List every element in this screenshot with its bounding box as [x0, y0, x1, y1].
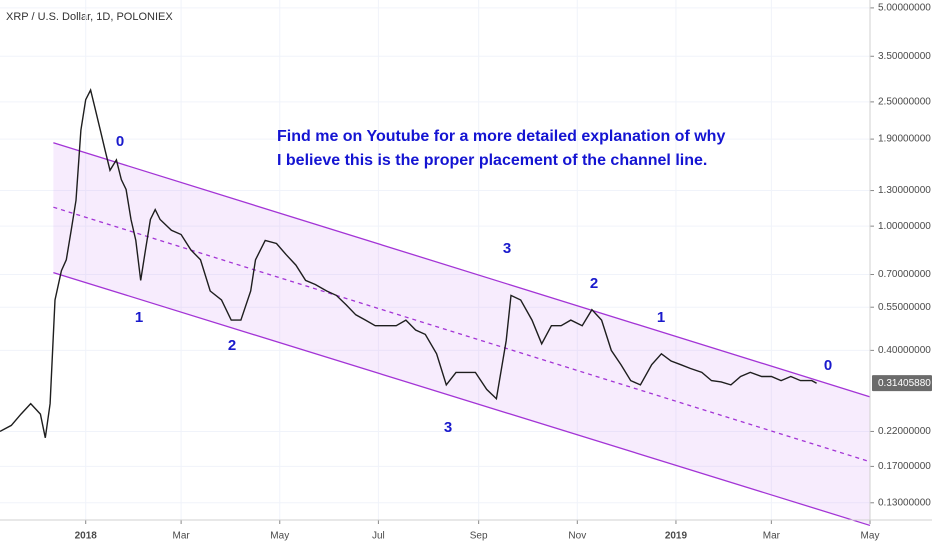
- wave-label: 0: [824, 357, 832, 374]
- channel-line: [53, 142, 871, 398]
- x-tick-label: 2019: [665, 531, 688, 542]
- wave-label: 3: [503, 240, 511, 257]
- channel-line: [53, 206, 871, 463]
- wave-label: 2: [590, 275, 598, 292]
- y-tick-label: 2.50000000: [878, 97, 931, 108]
- last-price-label: 0.31405880: [878, 378, 931, 389]
- y-tick-label: 1.00000000: [878, 221, 931, 232]
- chart-title: XRP / U.S. Dollar, 1D, POLONIEX: [6, 11, 173, 23]
- last-price-box: [872, 375, 932, 392]
- x-tick-label: May: [861, 531, 880, 542]
- y-tick-label: 0.22000000: [878, 426, 931, 437]
- price-line: [0, 87, 817, 438]
- x-tick-label: Jul: [372, 531, 385, 542]
- wave-label: 1: [657, 309, 665, 326]
- wave-label: 0: [116, 133, 124, 150]
- y-tick-label: 0.17000000: [878, 461, 931, 472]
- y-tick-label: 1.30000000: [878, 185, 931, 196]
- y-tick-label: 0.55000000: [878, 302, 931, 313]
- wave-label: 3: [444, 419, 452, 436]
- y-tick-label: 0.13000000: [878, 497, 931, 508]
- x-tick-label: Mar: [763, 531, 781, 542]
- x-tick-label: 2018: [75, 531, 98, 542]
- x-tick-label: Sep: [470, 531, 488, 542]
- annotation-text: I believe this is the proper placement o…: [277, 152, 707, 169]
- wave-label: 2: [228, 337, 236, 354]
- x-tick-label: Nov: [568, 531, 586, 542]
- y-tick-label: 5.00000000: [878, 3, 931, 14]
- wave-label: 1: [135, 309, 143, 326]
- y-tick-label: 0.40000000: [878, 345, 931, 356]
- y-tick-label: 1.90000000: [878, 134, 931, 145]
- y-tick-label: 0.70000000: [878, 269, 931, 280]
- annotation-text: Find me on Youtube for a more detailed e…: [277, 128, 725, 145]
- x-tick-label: May: [270, 531, 289, 542]
- channel-line: [53, 271, 871, 527]
- x-tick-label: Mar: [172, 531, 190, 542]
- y-tick-label: 3.50000000: [878, 51, 931, 62]
